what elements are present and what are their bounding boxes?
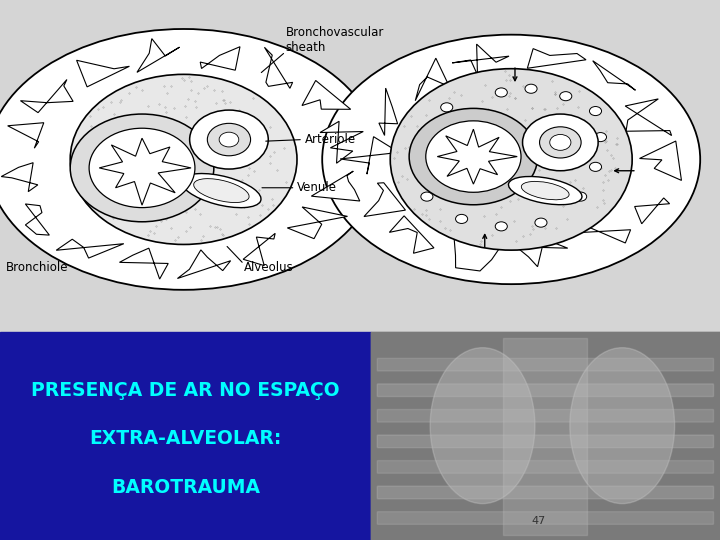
Polygon shape (516, 239, 568, 267)
Circle shape (441, 103, 453, 112)
Ellipse shape (194, 179, 249, 202)
Polygon shape (76, 60, 130, 87)
Text: Arteriole: Arteriole (305, 133, 356, 146)
Polygon shape (243, 233, 275, 266)
Polygon shape (8, 123, 44, 148)
Polygon shape (177, 250, 230, 279)
Text: Venule: Venule (297, 181, 337, 194)
Polygon shape (625, 99, 672, 136)
Ellipse shape (430, 348, 535, 504)
Circle shape (219, 132, 239, 147)
Polygon shape (25, 204, 50, 235)
Ellipse shape (0, 29, 380, 290)
Circle shape (590, 106, 601, 116)
Circle shape (559, 92, 572, 101)
Circle shape (485, 192, 498, 201)
Polygon shape (99, 138, 191, 205)
Polygon shape (364, 183, 405, 217)
Bar (371, 332, 720, 540)
Circle shape (89, 128, 195, 207)
FancyBboxPatch shape (377, 435, 714, 448)
Text: Alveolus: Alveolus (244, 261, 294, 274)
Circle shape (189, 110, 269, 169)
Polygon shape (563, 227, 631, 243)
Polygon shape (390, 216, 434, 253)
Polygon shape (56, 239, 124, 258)
Polygon shape (437, 129, 517, 184)
Circle shape (545, 118, 557, 127)
Ellipse shape (181, 173, 261, 208)
Polygon shape (320, 122, 364, 163)
Circle shape (590, 163, 601, 171)
Circle shape (495, 88, 508, 97)
Polygon shape (452, 44, 509, 75)
Circle shape (525, 84, 537, 93)
Polygon shape (527, 49, 586, 68)
Polygon shape (639, 141, 681, 180)
Circle shape (71, 114, 214, 222)
Circle shape (390, 69, 632, 250)
Circle shape (495, 222, 508, 231)
Polygon shape (593, 60, 636, 90)
Polygon shape (634, 198, 670, 224)
FancyBboxPatch shape (377, 512, 714, 524)
Circle shape (523, 114, 598, 171)
Polygon shape (137, 39, 179, 72)
Circle shape (70, 75, 297, 245)
Circle shape (539, 127, 581, 158)
Circle shape (575, 192, 587, 201)
Text: Bronchiole: Bronchiole (6, 261, 68, 274)
Polygon shape (454, 232, 505, 271)
Ellipse shape (323, 35, 701, 284)
Circle shape (414, 163, 426, 171)
Polygon shape (1, 163, 38, 192)
Circle shape (550, 134, 571, 150)
Text: BAROTRAUMA: BAROTRAUMA (111, 478, 260, 497)
Polygon shape (340, 137, 392, 174)
Text: PRESENÇA DE AR NO ESPAÇO: PRESENÇA DE AR NO ESPAÇO (31, 381, 340, 400)
Polygon shape (311, 171, 360, 201)
FancyBboxPatch shape (377, 384, 714, 396)
Circle shape (426, 121, 521, 192)
Polygon shape (379, 88, 397, 136)
Bar (371, 332, 720, 540)
Polygon shape (20, 79, 73, 113)
FancyBboxPatch shape (377, 486, 714, 499)
FancyBboxPatch shape (377, 461, 714, 473)
Bar (503, 338, 588, 535)
Circle shape (418, 129, 430, 138)
Bar (0, 332, 371, 540)
Ellipse shape (521, 181, 569, 200)
Text: EXTRA-ALVEOLAR:: EXTRA-ALVEOLAR: (89, 429, 282, 448)
FancyBboxPatch shape (377, 409, 714, 422)
FancyBboxPatch shape (377, 359, 714, 371)
Polygon shape (120, 248, 168, 279)
Text: 47: 47 (531, 516, 546, 526)
Polygon shape (415, 58, 449, 101)
Ellipse shape (570, 348, 675, 504)
Polygon shape (264, 48, 292, 89)
Circle shape (409, 109, 538, 205)
Polygon shape (200, 46, 240, 70)
Circle shape (535, 218, 547, 227)
Circle shape (421, 192, 433, 201)
Circle shape (456, 214, 468, 224)
Text: Bronchovascular
sheath: Bronchovascular sheath (286, 26, 384, 55)
Circle shape (207, 123, 251, 156)
Circle shape (595, 132, 606, 141)
Ellipse shape (508, 177, 582, 205)
Polygon shape (302, 80, 351, 109)
Polygon shape (287, 207, 348, 239)
Bar (0, 0, 720, 332)
